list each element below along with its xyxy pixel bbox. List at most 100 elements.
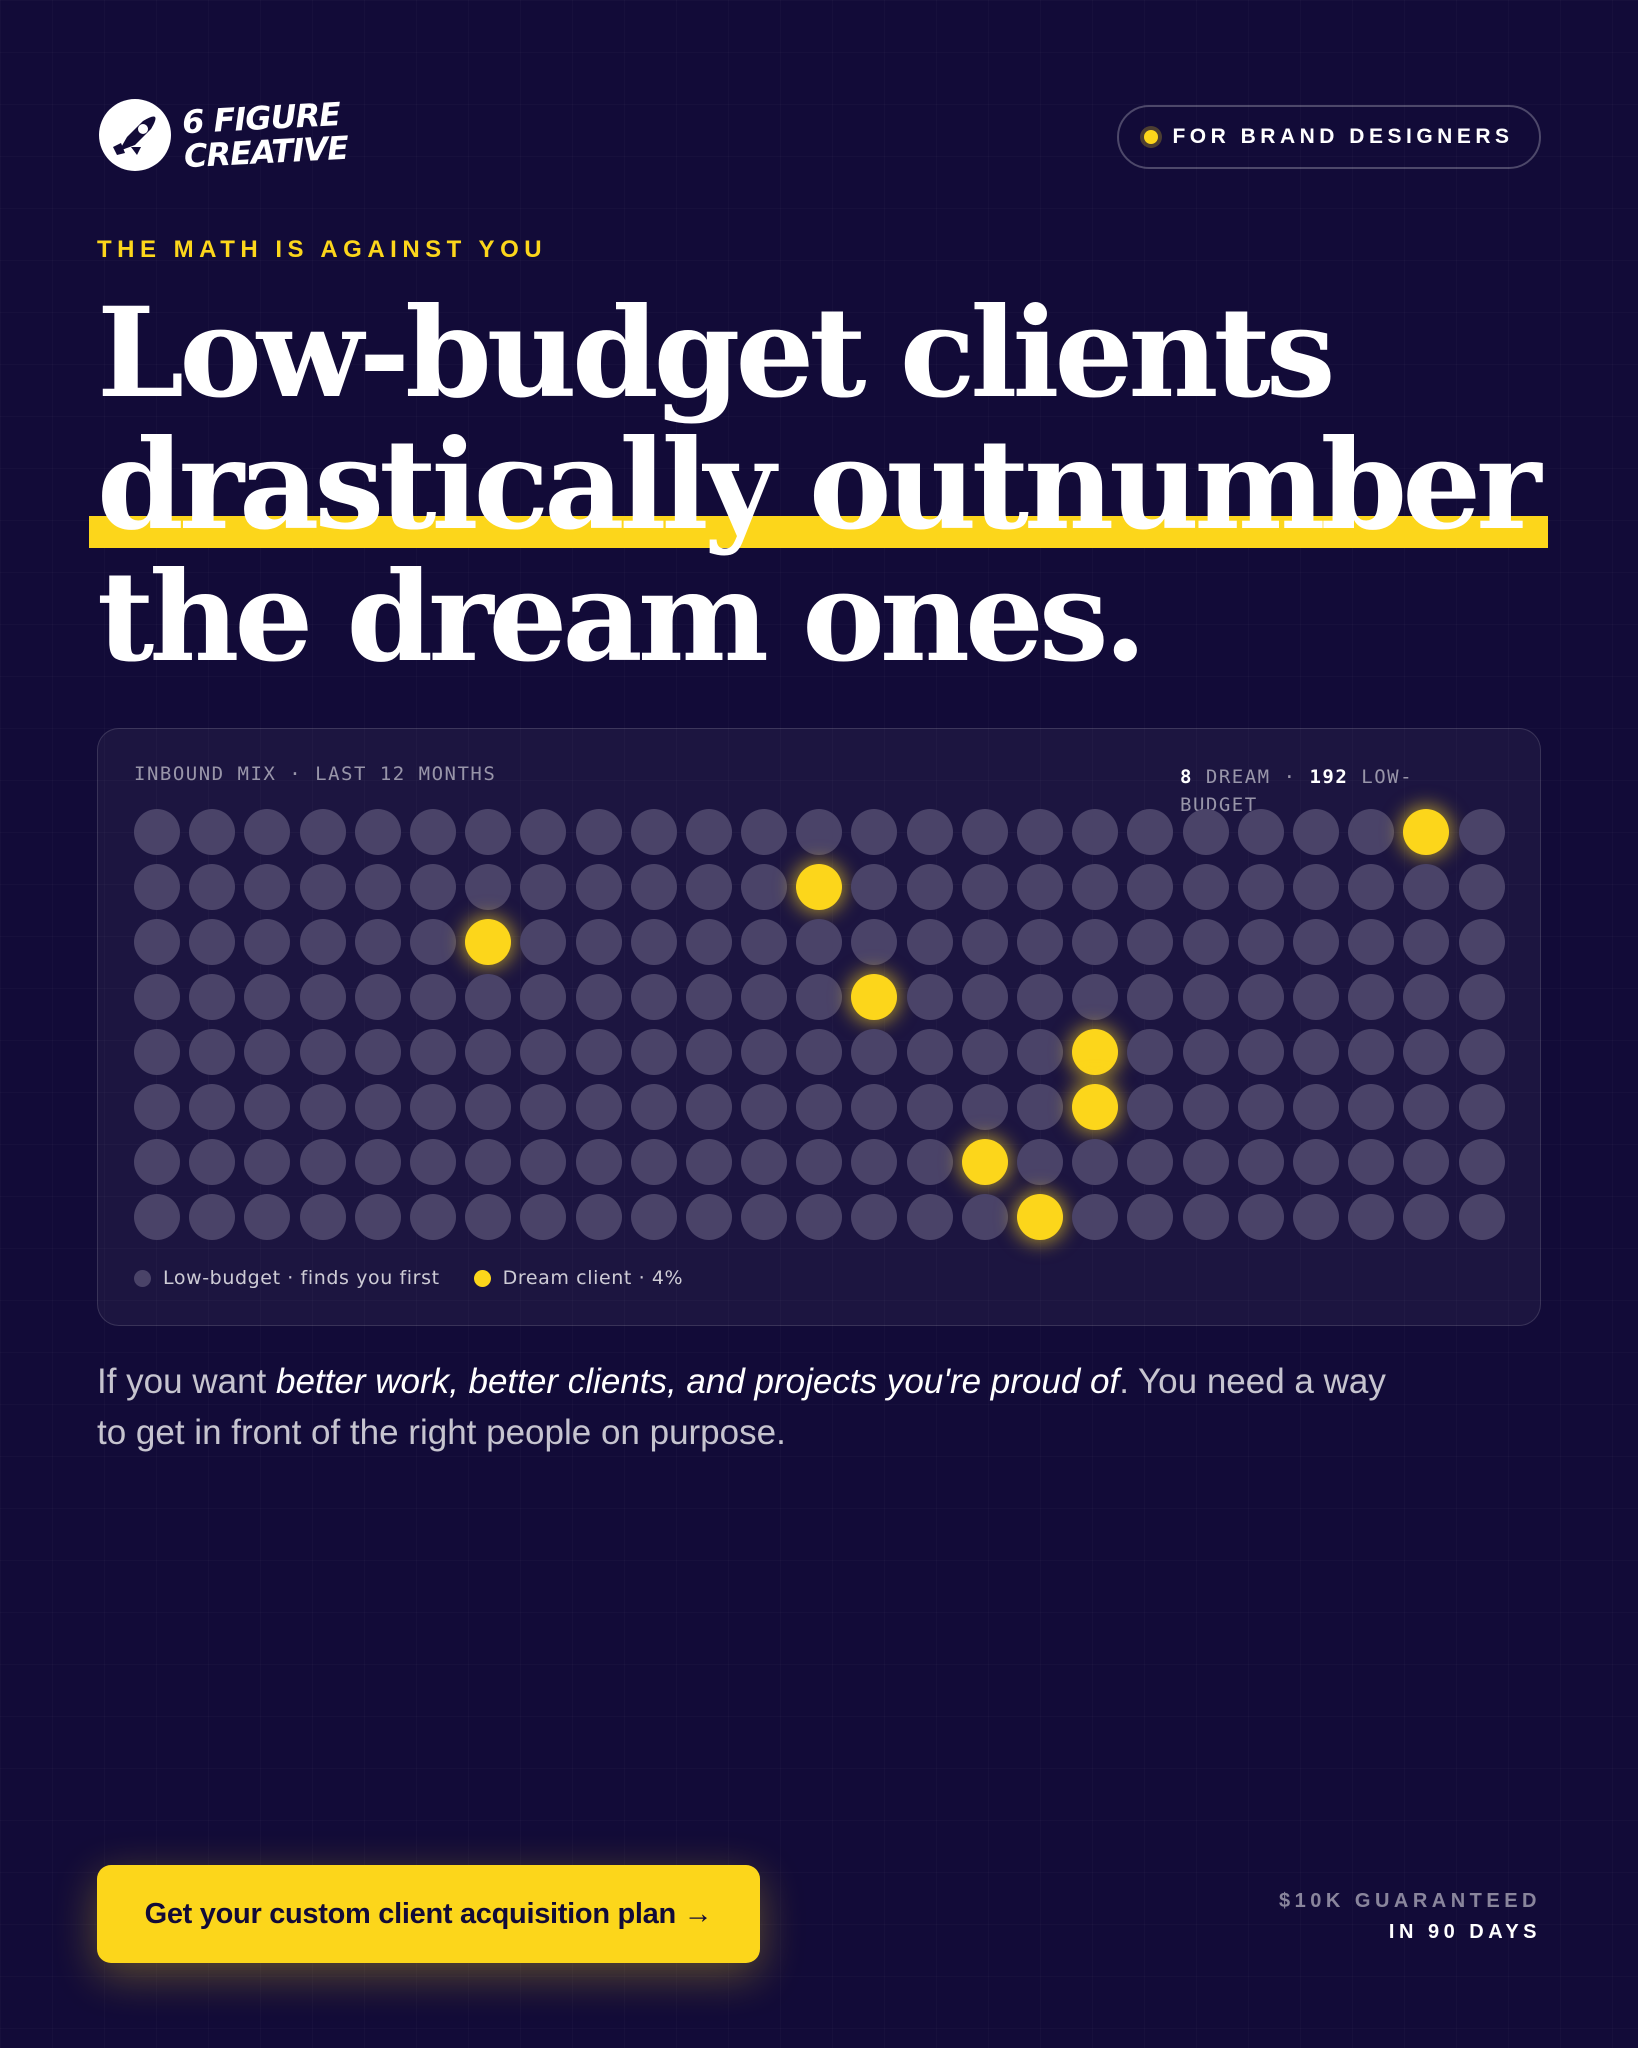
low-budget-dot (409, 864, 456, 910)
low-budget-dot (851, 864, 898, 910)
low-budget-dot (189, 1139, 236, 1185)
stat-dream-count: 8 (1180, 766, 1193, 788)
low-budget-dot (299, 1139, 346, 1185)
low-budget-dot (1072, 1139, 1119, 1185)
guarantee-line-1: $10K GUARANTEED (1279, 1890, 1541, 1912)
low-budget-dot (134, 1084, 180, 1130)
low-budget-dot (961, 1084, 1008, 1130)
low-budget-dot (796, 809, 843, 855)
low-budget-dot (961, 919, 1008, 965)
low-budget-dot (1127, 1084, 1174, 1130)
low-budget-dot (354, 974, 401, 1020)
low-budget-dot (1403, 1084, 1450, 1130)
low-budget-dot (1458, 1029, 1505, 1075)
low-budget-dot (630, 974, 677, 1020)
low-budget-dot (575, 1139, 622, 1185)
low-budget-dot (465, 864, 512, 910)
low-budget-dot (299, 809, 346, 855)
low-budget-dot (741, 1029, 788, 1075)
low-budget-dot (961, 974, 1008, 1020)
low-budget-dot (134, 974, 180, 1020)
low-budget-dot (1292, 1194, 1339, 1240)
low-budget-dot (354, 809, 401, 855)
body-emphasis: better work, better clients, and project… (275, 1362, 1120, 1401)
low-budget-dot (1127, 919, 1174, 965)
brand-line-2: CREATIVE (183, 128, 349, 176)
headline-highlight: drastically outnumber (88, 413, 1549, 558)
low-budget-dot (1237, 1029, 1284, 1075)
dot-matrix (134, 809, 1505, 1240)
low-budget-dot (1348, 809, 1395, 855)
low-budget-dot (189, 974, 236, 1020)
low-budget-dot (1237, 864, 1284, 910)
low-budget-dot (1403, 1139, 1450, 1185)
dream-client-dot (1072, 1029, 1119, 1075)
low-budget-dot (906, 974, 953, 1020)
legend-label-dream: Dream client · 4% (502, 1267, 684, 1289)
low-budget-dot (1237, 1139, 1284, 1185)
low-budget-dot (189, 919, 236, 965)
low-budget-dot (134, 1194, 180, 1240)
low-budget-dot (630, 1029, 677, 1075)
low-budget-dot (354, 919, 401, 965)
low-budget-dot (409, 1139, 456, 1185)
low-budget-dot (961, 1194, 1008, 1240)
low-budget-dot (1348, 1194, 1395, 1240)
low-budget-dot (685, 1194, 732, 1240)
low-budget-dot (465, 1139, 512, 1185)
low-budget-dot (1127, 974, 1174, 1020)
guarantee: $10K GUARANTEED IN 90 DAYS (1279, 1886, 1541, 1948)
low-budget-dot (1458, 919, 1505, 965)
low-budget-dot (1017, 1139, 1063, 1185)
low-budget-dot (1072, 809, 1119, 855)
low-budget-dot (575, 919, 622, 965)
low-budget-dot (1237, 1084, 1284, 1130)
low-budget-dot (851, 809, 898, 855)
low-budget-dot (465, 809, 512, 855)
low-budget-dot (630, 864, 677, 910)
cta-button[interactable]: Get your custom client acquisition plan … (97, 1865, 760, 1963)
low-budget-dot (244, 1139, 291, 1185)
low-budget-dot (520, 1084, 567, 1130)
low-budget-dot (796, 1194, 843, 1240)
low-budget-dot (906, 809, 953, 855)
low-budget-dot (520, 1194, 567, 1240)
low-budget-dot (575, 809, 622, 855)
low-budget-dot (465, 1029, 512, 1075)
legend-item-dream: Dream client · 4% (473, 1267, 684, 1289)
low-budget-dot (851, 1194, 898, 1240)
low-budget-dot (1403, 1194, 1450, 1240)
guarantee-line-2: IN 90 DAYS (1388, 1921, 1541, 1943)
low-budget-dot (1292, 1139, 1339, 1185)
low-budget-dot (189, 1029, 236, 1075)
low-budget-dot (575, 974, 622, 1020)
low-budget-dot (796, 1139, 843, 1185)
brand-logo[interactable]: 6 FIGURE CREATIVE (97, 95, 349, 176)
low-budget-dot (1017, 809, 1063, 855)
low-budget-dot (1237, 809, 1284, 855)
dream-client-dot (851, 974, 898, 1020)
low-budget-dot (1403, 1029, 1450, 1075)
low-budget-dot (630, 1084, 677, 1130)
low-budget-dot (244, 1194, 291, 1240)
low-budget-dot (520, 809, 567, 855)
low-budget-dot (1182, 919, 1229, 965)
low-budget-dot (1458, 1084, 1505, 1130)
low-budget-dot (851, 1084, 898, 1130)
low-budget-dot (630, 919, 677, 965)
low-budget-dot (1182, 974, 1229, 1020)
low-budget-dot (1348, 864, 1395, 910)
low-budget-dot (520, 1139, 567, 1185)
low-budget-dot (961, 1029, 1008, 1075)
low-budget-dot (1182, 1194, 1229, 1240)
stat-low-count: 192 (1309, 766, 1349, 788)
low-budget-dot (1127, 1194, 1174, 1240)
low-budget-dot (1017, 1029, 1063, 1075)
badge-dot-icon (1144, 130, 1159, 144)
low-budget-dot (685, 1029, 732, 1075)
low-budget-dot (1403, 864, 1450, 910)
legend-swatch-dream (473, 1269, 491, 1287)
low-budget-dot (409, 974, 456, 1020)
low-budget-dot (906, 1084, 953, 1130)
low-budget-dot (1182, 1139, 1229, 1185)
